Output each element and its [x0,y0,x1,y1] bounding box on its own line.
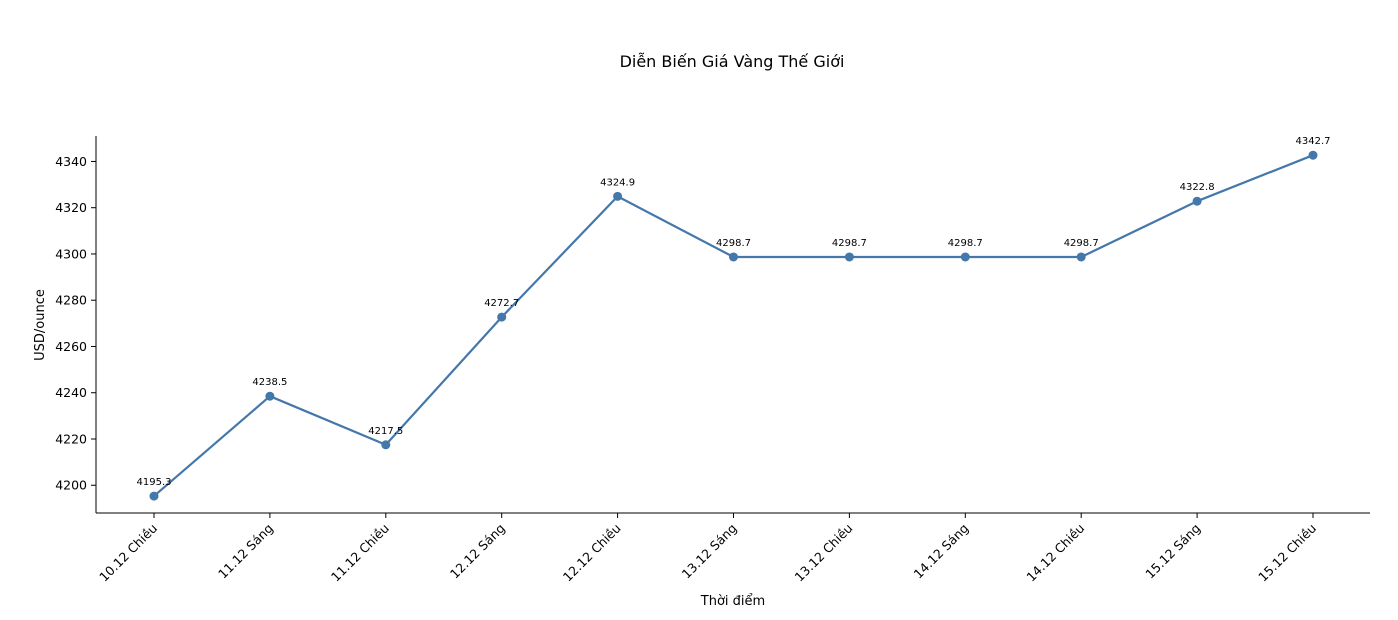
series-line [153,154,1314,497]
data-label: 4298.7 [716,238,751,249]
y-tick-label: 4200 [55,478,87,493]
data-label: 4298.7 [832,238,867,249]
data-point [960,252,970,262]
x-tick-label: 10.12 Chiều [96,521,160,585]
x-tick-label: 11.12 Chiều [328,521,392,585]
chart-title: Diễn Biến Giá Vàng Thế Giới [620,52,845,71]
y-tick-label: 4340 [55,154,87,169]
data-label: 4195.3 [137,477,172,488]
data-point [265,391,275,401]
y-tick-label: 4280 [55,293,87,308]
data-point [497,312,507,322]
x-tick-label: 13.12 Chiều [792,521,856,585]
x-tick-label: 15.12 Chiều [1255,521,1319,585]
x-tick-label: 15.12 Sáng [1142,521,1203,582]
data-point [613,191,623,201]
data-point [1308,150,1318,160]
y-tick-label: 4320 [55,200,87,215]
data-label: 4217.5 [368,426,403,437]
data-label: 4322.8 [1180,182,1215,193]
data-point [729,252,738,262]
data-point [381,440,391,450]
data-point [1192,196,1202,206]
y-tick-label: 4240 [55,385,87,400]
y-tick-label: 4260 [55,339,87,354]
data-label: 4272.7 [484,298,519,309]
data-label: 4342.7 [1296,136,1331,147]
data-label: 4298.7 [1064,238,1099,249]
x-tick-label: 14.12 Chiều [1023,521,1087,585]
y-tick-label: 4220 [55,431,87,446]
data-label: 4238.5 [252,377,287,388]
data-label: 4298.7 [948,238,983,249]
data-point [844,252,854,262]
x-axis-label: Thời điểm [700,594,765,609]
x-tick-label: 11.12 Sáng [215,521,276,582]
data-label: 4324.9 [600,177,635,188]
data-point [149,491,159,501]
y-axis-label: USD/ounce [33,289,48,361]
plot-area: 4200 4220 4240 4260 4280 4300 4320 4340 10.12 Ch… [55,136,1370,585]
y-tick-label: 4300 [55,246,87,261]
x-tick-label: 13.12 Sáng [679,521,740,582]
x-tick-label: 12.12 Chiều [560,521,624,585]
x-tick-label: 14.12 Sáng [910,521,971,582]
data-point [1076,252,1086,262]
x-tick-label: 12.12 Sáng [447,521,508,582]
